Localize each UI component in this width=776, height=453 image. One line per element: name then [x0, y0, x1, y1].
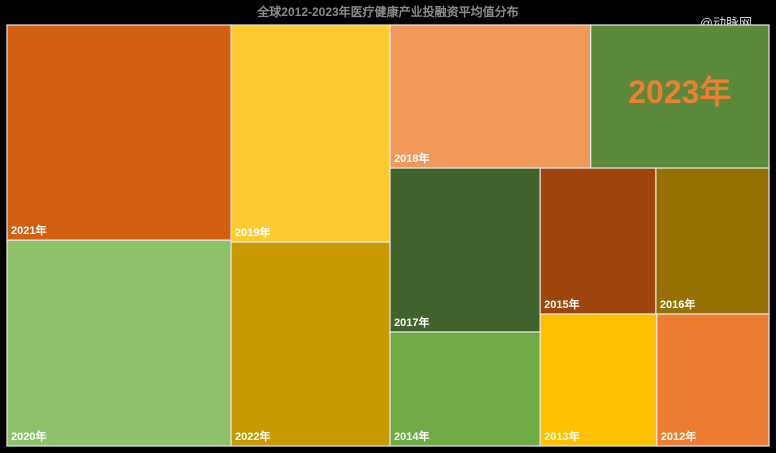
treemap-cell	[230, 241, 391, 447]
cell-label: 2018年	[394, 151, 429, 165]
cell-label: 2020年	[11, 429, 46, 443]
cell-label: 2014年	[394, 429, 429, 443]
cell-label: 2012年	[661, 429, 696, 443]
treemap-cell	[389, 331, 541, 447]
cell-label: 2017年	[394, 315, 429, 329]
treemap-cell	[389, 24, 592, 169]
cell-label: 2015年	[544, 297, 579, 311]
cell-label: 2022年	[235, 429, 270, 443]
cell-label: 2013年	[544, 429, 579, 443]
treemap-cell	[656, 313, 770, 447]
highlight-label: 2023年	[628, 74, 731, 110]
treemap-cell	[230, 24, 391, 243]
treemap-cell	[539, 313, 658, 447]
chart-title: 全球2012-2023年医疗健康产业投融资平均值分布	[256, 4, 518, 19]
plot-area: 2021年 2020年 2019年 2022年 2018年 2023年 2017年 2014年…	[6, 24, 770, 447]
treemap-cell	[6, 239, 232, 447]
treemap-cell	[590, 24, 770, 169]
cell-label: 2019年	[235, 225, 270, 239]
cell-label: 2021年	[11, 223, 46, 237]
cell-label: 2016年	[660, 297, 695, 311]
treemap-cell	[6, 24, 232, 241]
treemap-cell	[655, 167, 770, 315]
treemap-cell	[389, 167, 541, 333]
treemap-cell	[539, 167, 657, 315]
